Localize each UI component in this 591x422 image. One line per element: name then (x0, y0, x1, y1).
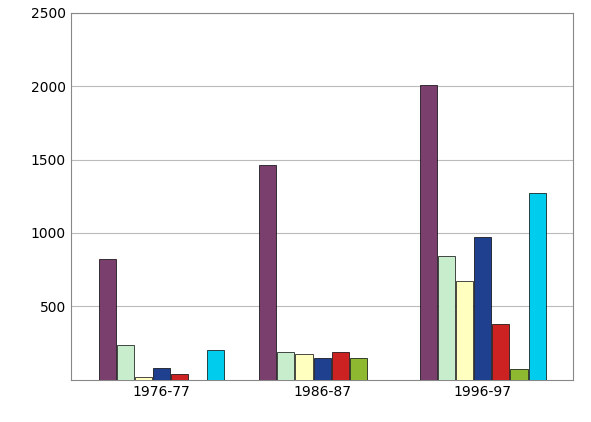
Bar (171, 374, 188, 380)
Bar (511, 369, 528, 380)
Bar (350, 358, 367, 380)
Bar (420, 85, 437, 380)
Bar (296, 354, 313, 380)
Bar (314, 358, 330, 380)
Bar (332, 352, 349, 380)
Bar (207, 350, 224, 380)
Bar (456, 281, 473, 380)
Bar (259, 165, 277, 380)
Bar (492, 324, 509, 380)
Bar (277, 352, 294, 380)
Bar (475, 237, 491, 380)
Bar (153, 368, 170, 380)
Bar (528, 193, 545, 380)
Bar (99, 260, 116, 380)
Bar (438, 257, 455, 380)
Bar (135, 377, 152, 380)
Bar (116, 344, 134, 380)
